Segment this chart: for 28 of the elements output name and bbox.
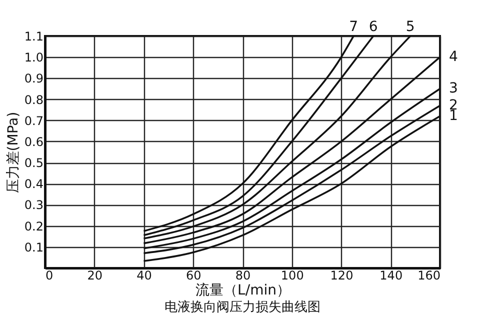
x-tick-label: 80	[235, 268, 251, 282]
y-tick-label: 0.7	[24, 114, 44, 128]
y-tick-label: 0.1	[24, 240, 44, 254]
x-tick-label: 0	[46, 268, 54, 282]
y-tick-label: 0.4	[24, 177, 44, 192]
series-label: 4	[449, 49, 458, 66]
x-tick-label: 60	[186, 268, 202, 282]
y-tick-label: 1.1	[24, 30, 44, 44]
series-label: 6	[368, 19, 378, 35]
y-axis-title: 压力差(MPa)	[5, 112, 22, 194]
x-tick-label: 160	[418, 268, 440, 282]
y-tick-label: 0.2	[24, 219, 44, 234]
x-tick-label: 40	[136, 268, 152, 282]
y-tick-label: 1.0	[24, 50, 44, 65]
x-tick-label: 140	[380, 268, 403, 282]
x-tick-label: 120	[330, 268, 354, 282]
x-tick-label: 100	[280, 268, 304, 282]
x-axis-title: 流量（L/min）	[196, 282, 290, 298]
x-tick-label: 20	[87, 268, 103, 282]
y-tick-label: 0.8	[24, 92, 44, 107]
y-tick-label: 0.9	[24, 72, 44, 86]
y-tick-label: 0.3	[24, 198, 44, 212]
y-tick-label: 0.6	[24, 134, 44, 149]
series-label: 3	[449, 80, 458, 97]
series-label: 5	[406, 19, 415, 35]
series-label: 7	[349, 19, 358, 35]
text: 电液换向阀压力损失曲线图	[164, 300, 320, 315]
y-tick-label: 0.5	[24, 156, 44, 170]
